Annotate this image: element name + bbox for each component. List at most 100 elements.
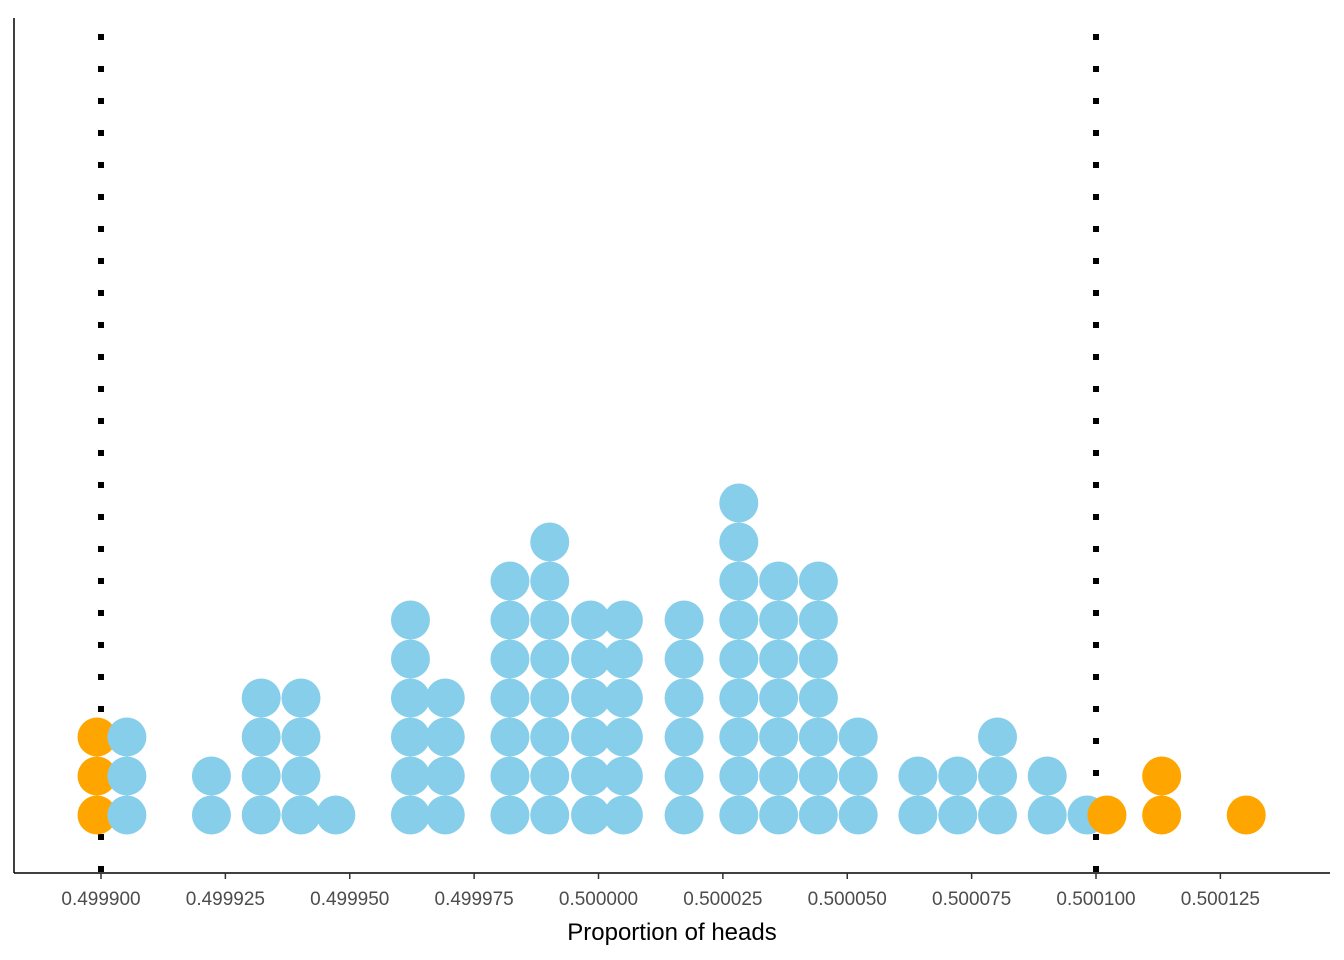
dot-inside-stack-11-1 <box>571 795 611 835</box>
dot-inside-stack-4-3 <box>241 717 281 757</box>
dot-inside-stack-16-3 <box>798 717 838 757</box>
dot-inside-stack-9-7 <box>490 561 530 601</box>
dot-inside-stack-8-3 <box>425 717 465 757</box>
dot-inside-stack-15-2 <box>759 756 799 796</box>
dot-inside-stack-9-1 <box>490 795 530 835</box>
dot-inside-stack-5-3 <box>281 717 321 757</box>
dot-inside-stack-11-6 <box>571 600 611 640</box>
x-tick-label-4: 0.499975 <box>435 889 514 910</box>
dot-inside-stack-9-5 <box>490 639 530 679</box>
dot-inside-stack-12-2 <box>603 756 643 796</box>
dot-inside-stack-12-6 <box>603 600 643 640</box>
dot-inside-stack-15-3 <box>759 717 799 757</box>
dot-inside-stack-20-2 <box>977 756 1017 796</box>
dot-inside-stack-21-2 <box>1027 756 1067 796</box>
dot-outside-stack-24-2 <box>1142 756 1182 796</box>
dot-inside-stack-20-3 <box>977 717 1017 757</box>
dot-inside-stack-13-5 <box>664 639 704 679</box>
dot-inside-stack-13-6 <box>664 600 704 640</box>
dot-inside-stack-20-1 <box>977 795 1017 835</box>
dot-inside-stack-4-2 <box>241 756 281 796</box>
x-tick-label-9: 0.500100 <box>1056 889 1135 910</box>
dot-inside-stack-14-6 <box>719 600 759 640</box>
dot-inside-stack-4-1 <box>241 795 281 835</box>
dot-inside-stack-21-1 <box>1027 795 1067 835</box>
dot-inside-stack-13-1 <box>664 795 704 835</box>
dot-inside-stack-8-1 <box>425 795 465 835</box>
dot-inside-stack-16-5 <box>798 639 838 679</box>
x-axis-ticks: 0.499900 0.499925 0.499950 0.499975 0.500000… <box>61 873 1260 910</box>
dot-inside-stack-19-1 <box>938 795 978 835</box>
dot-stacks <box>77 483 1266 835</box>
x-tick-label-5: 0.500000 <box>559 889 638 910</box>
dot-inside-stack-10-1 <box>530 795 570 835</box>
dot-inside-stack-14-4 <box>719 678 759 718</box>
dot-outside-stack-25-1 <box>1226 795 1266 835</box>
dot-inside-stack-11-3 <box>571 717 611 757</box>
dot-inside-stack-15-5 <box>759 639 799 679</box>
dot-inside-stack-13-2 <box>664 756 704 796</box>
dot-inside-stack-10-6 <box>530 600 570 640</box>
dot-inside-stack-5-2 <box>281 756 321 796</box>
dot-inside-stack-12-3 <box>603 717 643 757</box>
reference-lines <box>98 34 1099 873</box>
dot-inside-stack-2-3 <box>107 717 147 757</box>
dot-inside-stack-19-2 <box>938 756 978 796</box>
dot-inside-stack-10-2 <box>530 756 570 796</box>
dot-outside-stack-23-1 <box>1087 795 1127 835</box>
x-axis-title: Proportion of heads <box>567 919 776 946</box>
dot-inside-stack-7-4 <box>390 678 430 718</box>
dot-inside-stack-9-3 <box>490 717 530 757</box>
x-tick-label-7: 0.500050 <box>808 889 887 910</box>
dot-inside-stack-14-2 <box>719 756 759 796</box>
dot-inside-stack-12-4 <box>603 678 643 718</box>
dot-inside-stack-13-3 <box>664 717 704 757</box>
dot-inside-stack-10-5 <box>530 639 570 679</box>
dot-inside-stack-3-2 <box>191 756 231 796</box>
dot-inside-stack-12-1 <box>603 795 643 835</box>
dot-inside-stack-9-4 <box>490 678 530 718</box>
dot-inside-stack-7-2 <box>390 756 430 796</box>
dot-inside-stack-16-4 <box>798 678 838 718</box>
dot-inside-stack-15-7 <box>759 561 799 601</box>
dot-inside-stack-14-8 <box>719 522 759 562</box>
dot-inside-stack-14-7 <box>719 561 759 601</box>
dot-inside-stack-5-4 <box>281 678 321 718</box>
dot-inside-stack-14-3 <box>719 717 759 757</box>
dot-inside-stack-16-6 <box>798 600 838 640</box>
x-tick-label-2: 0.499925 <box>186 889 265 910</box>
dot-outside-stack-1-3 <box>77 717 117 757</box>
dot-inside-stack-2-1 <box>107 795 147 835</box>
dot-inside-stack-16-1 <box>798 795 838 835</box>
dot-inside-stack-17-1 <box>838 795 878 835</box>
dot-inside-stack-7-5 <box>390 639 430 679</box>
x-tick-label-1: 0.499900 <box>61 889 140 910</box>
dot-inside-stack-5-1 <box>281 795 321 835</box>
x-tick-label-6: 0.500025 <box>683 889 762 910</box>
dot-inside-stack-13-4 <box>664 678 704 718</box>
dot-outside-stack-1-2 <box>77 756 117 796</box>
dot-inside-stack-11-2 <box>571 756 611 796</box>
dot-inside-stack-2-2 <box>107 756 147 796</box>
dot-inside-stack-15-1 <box>759 795 799 835</box>
dot-inside-stack-14-9 <box>719 483 759 523</box>
dot-inside-stack-18-2 <box>898 756 938 796</box>
dot-inside-stack-11-5 <box>571 639 611 679</box>
dot-inside-stack-10-8 <box>530 522 570 562</box>
dot-inside-stack-4-4 <box>241 678 281 718</box>
dot-inside-stack-16-7 <box>798 561 838 601</box>
dot-inside-stack-9-2 <box>490 756 530 796</box>
x-tick-label-10: 0.500125 <box>1181 889 1260 910</box>
dot-inside-stack-7-3 <box>390 717 430 757</box>
dot-inside-stack-3-1 <box>191 795 231 835</box>
dot-inside-stack-16-2 <box>798 756 838 796</box>
dot-inside-stack-17-3 <box>838 717 878 757</box>
x-tick-label-3: 0.499950 <box>310 889 389 910</box>
dot-inside-stack-10-7 <box>530 561 570 601</box>
dot-inside-stack-18-1 <box>898 795 938 835</box>
dot-inside-stack-14-1 <box>719 795 759 835</box>
dot-inside-stack-15-6 <box>759 600 799 640</box>
dot-inside-stack-6-1 <box>316 795 356 835</box>
dot-inside-stack-11-4 <box>571 678 611 718</box>
